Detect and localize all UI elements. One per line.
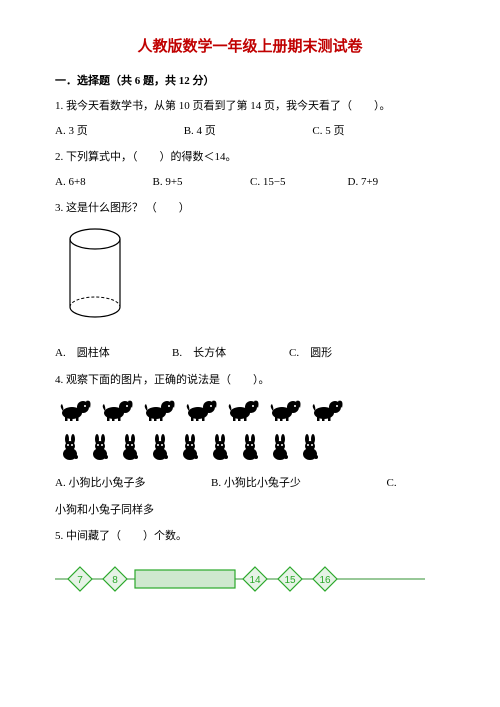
- dog-icon: [185, 396, 219, 422]
- section-heading: 一．选择题（共 6 题，共 12 分）: [55, 72, 445, 88]
- rabbit-icon: [89, 434, 111, 462]
- q1-opt-b: B. 4 页: [184, 123, 313, 140]
- q4-opt-b: B. 小狗比小兔子少: [211, 475, 387, 492]
- svg-text:15: 15: [284, 575, 296, 586]
- q4-opt-a: A. 小狗比小兔子多: [55, 475, 211, 492]
- dogs-row: [59, 396, 445, 428]
- svg-text:8: 8: [112, 575, 118, 586]
- dog-icon: [311, 396, 345, 422]
- q2-opt-a: A. 6+8: [55, 174, 153, 191]
- q2-opt-d: D. 7+9: [348, 174, 446, 191]
- rabbit-item: [119, 434, 141, 468]
- rabbit-icon: [299, 434, 321, 462]
- dog-item: [185, 396, 219, 428]
- q3-options: A. 圆柱体 B. 长方体 C. 圆形: [55, 345, 445, 362]
- q3-opt-c: C. 圆形: [289, 345, 406, 362]
- q3-text: 3. 这是什么图形？ （ ）: [55, 200, 445, 217]
- rabbit-item: [239, 434, 261, 468]
- page-title: 人教版数学一年级上册期末测试卷: [55, 35, 445, 56]
- dog-icon: [59, 396, 93, 422]
- q3-opt-a: A. 圆柱体: [55, 345, 172, 362]
- question-5: 5. 中间藏了（ ）个数。 7 8 14 15 16: [55, 528, 445, 599]
- svg-text:14: 14: [249, 575, 261, 586]
- question-1: 1. 我今天看数学书，从第 10 页看到了第 14 页，我今天看了（ ）。 A.…: [55, 98, 445, 139]
- q4-options: A. 小狗比小兔子多 B. 小狗比小兔子少 C.: [55, 475, 445, 492]
- q4-text: 4. 观察下面的图片，正确的说法是（ ）。: [55, 372, 445, 389]
- svg-text:16: 16: [319, 575, 331, 586]
- q3-opt-b: B. 长方体: [172, 345, 289, 362]
- question-4: 4. 观察下面的图片，正确的说法是（ ）。 A. 小狗比小兔子多 B. 小狗比小…: [55, 372, 445, 519]
- dog-icon: [143, 396, 177, 422]
- dog-icon: [101, 396, 135, 422]
- dog-item: [269, 396, 303, 428]
- rabbit-item: [179, 434, 201, 468]
- cylinder-figure: [65, 227, 445, 328]
- rabbit-icon: [149, 434, 171, 462]
- dog-item: [227, 396, 261, 428]
- q2-options: A. 6+8 B. 9+5 C. 15−5 D. 7+9: [55, 174, 445, 191]
- number-line: 7 8 14 15 16: [55, 559, 445, 599]
- q4-opt-c: C.: [387, 475, 446, 492]
- rabbit-icon: [239, 434, 261, 462]
- dog-item: [101, 396, 135, 428]
- rabbit-icon: [179, 434, 201, 462]
- q2-opt-b: B. 9+5: [153, 174, 251, 191]
- rabbit-item: [299, 434, 321, 468]
- rabbit-icon: [209, 434, 231, 462]
- q5-text: 5. 中间藏了（ ）个数。: [55, 528, 445, 545]
- number-line-svg: 7 8 14 15 16: [55, 559, 425, 599]
- rabbit-item: [149, 434, 171, 468]
- rabbit-item: [269, 434, 291, 468]
- dog-item: [59, 396, 93, 428]
- cylinder-icon: [65, 227, 125, 322]
- q1-options: A. 3 页 B. 4 页 C. 5 页: [55, 123, 445, 140]
- rabbit-item: [209, 434, 231, 468]
- dog-item: [143, 396, 177, 428]
- q4-opt-c-line2: 小狗和小兔子同样多: [55, 502, 445, 519]
- q1-opt-c: C. 5 页: [312, 123, 441, 140]
- q2-text: 2. 下列算式中，（ ）的得数＜14。: [55, 149, 445, 166]
- q2-opt-c: C. 15−5: [250, 174, 348, 191]
- question-3: 3. 这是什么图形？ （ ） A. 圆柱体 B. 长方体 C. 圆形: [55, 200, 445, 362]
- dog-icon: [269, 396, 303, 422]
- rabbit-icon: [59, 434, 81, 462]
- rabbits-row: [59, 434, 445, 468]
- rabbit-icon: [119, 434, 141, 462]
- question-2: 2. 下列算式中，（ ）的得数＜14。 A. 6+8 B. 9+5 C. 15−…: [55, 149, 445, 190]
- dog-item: [311, 396, 345, 428]
- page: 人教版数学一年级上册期末测试卷 一．选择题（共 6 题，共 12 分） 1. 我…: [0, 0, 500, 629]
- rabbit-item: [59, 434, 81, 468]
- rabbit-item: [89, 434, 111, 468]
- q1-opt-a: A. 3 页: [55, 123, 184, 140]
- rabbit-icon: [269, 434, 291, 462]
- q1-text: 1. 我今天看数学书，从第 10 页看到了第 14 页，我今天看了（ ）。: [55, 98, 445, 115]
- dog-icon: [227, 396, 261, 422]
- svg-text:7: 7: [77, 575, 83, 586]
